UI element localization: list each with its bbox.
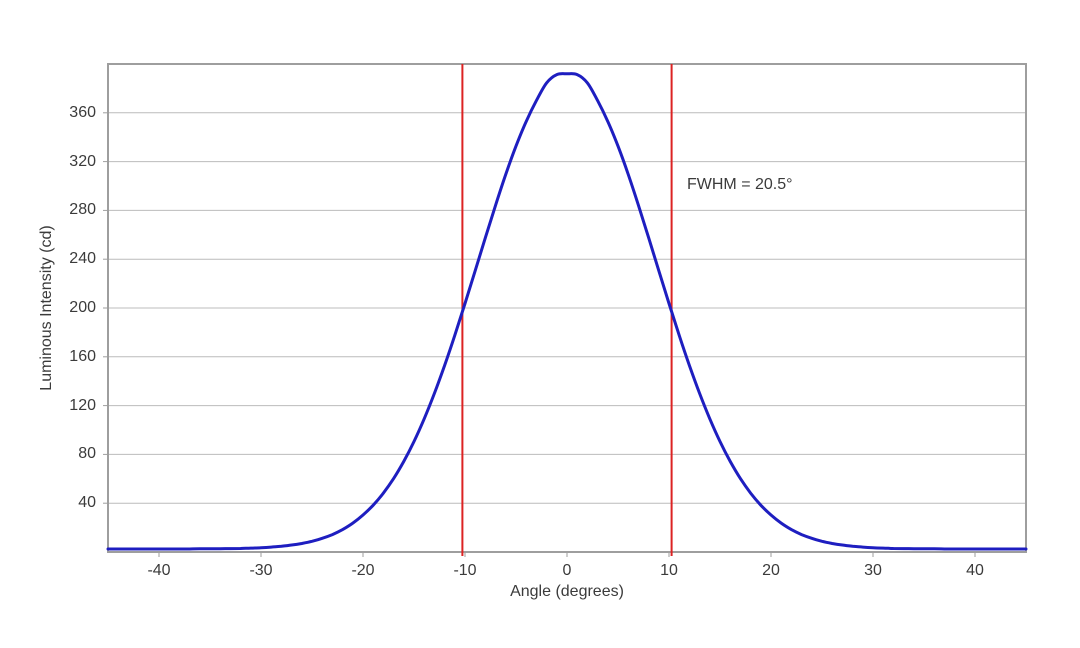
fwhm-annotation: FWHM = 20.5° (687, 176, 793, 193)
y-tick-label: 160 (69, 348, 96, 365)
x-tick-label: -10 (453, 562, 477, 579)
x-tick-label: 0 (562, 562, 572, 579)
y-tick-label: 200 (69, 299, 96, 316)
x-axis-title: Angle (degrees) (510, 583, 624, 600)
x-tick-label: -20 (351, 562, 375, 579)
y-tick-label: 240 (69, 250, 96, 267)
x-tick-label: -30 (249, 562, 273, 579)
y-tick-label: 40 (78, 494, 96, 511)
y-tick-label: 360 (69, 104, 96, 121)
x-tick-label: 10 (660, 562, 678, 579)
x-tick-label: 30 (864, 562, 882, 579)
x-tick-label: 40 (966, 562, 984, 579)
x-tick-label: -40 (147, 562, 171, 579)
y-tick-label: 80 (78, 445, 96, 462)
x-tick-label: 20 (762, 562, 780, 579)
y-tick-label: 320 (69, 153, 96, 170)
y-tick-label: 280 (69, 201, 96, 218)
intensity-curve (106, 72, 1028, 551)
y-tick-label: 120 (69, 397, 96, 414)
